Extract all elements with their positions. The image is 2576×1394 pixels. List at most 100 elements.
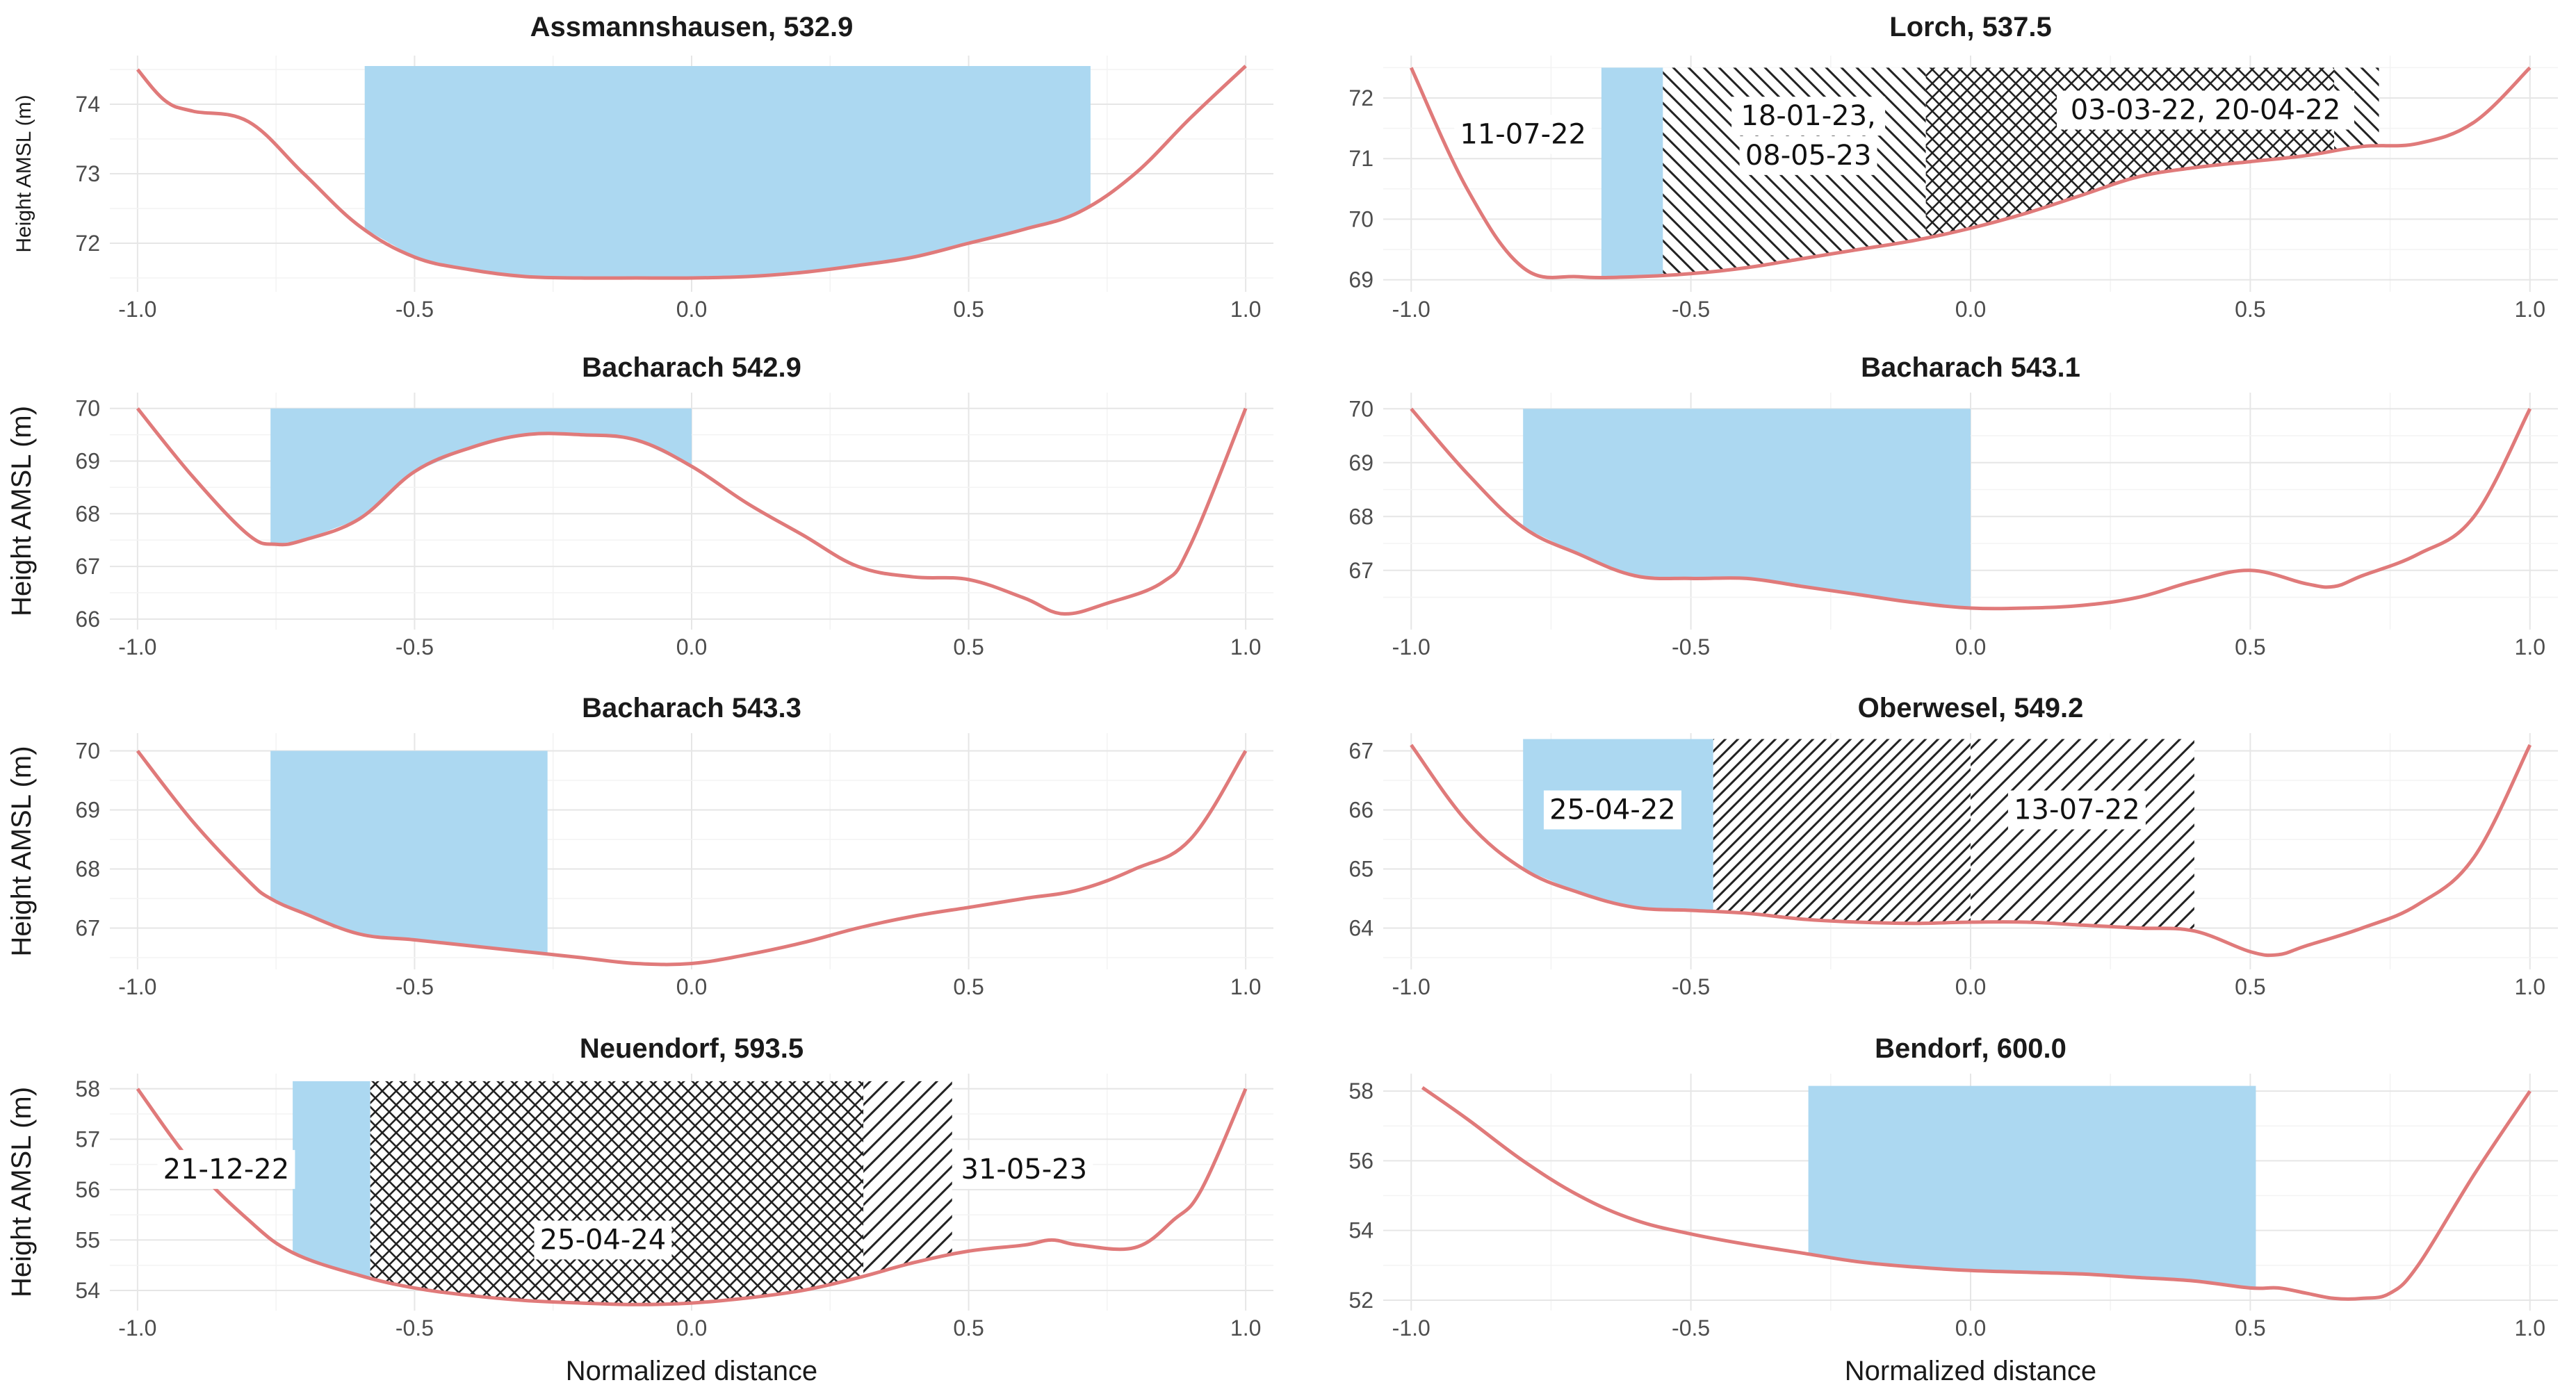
y-tick-label: 70	[75, 739, 100, 764]
annotation-background	[2007, 790, 2146, 830]
x-tick-label: 0.5	[953, 974, 984, 999]
y-tick-label: 64	[1348, 916, 1373, 941]
x-tick-label: 0.0	[676, 1315, 707, 1340]
x-tick-label: 0.5	[2235, 634, 2265, 659]
x-tick-label: 1.0	[2515, 974, 2545, 999]
annotation-label: 21-12-22	[157, 1149, 295, 1189]
y-tick-label: 66	[1348, 798, 1373, 823]
river-profile-line	[1410, 407, 2532, 611]
annotation-background	[1739, 136, 1877, 175]
annotation-background	[1454, 115, 1592, 154]
x-tick-label: -0.5	[1672, 297, 1710, 322]
panel-bacharach-542-9: Bacharach 542.9 -1.0 -0.5 0.0 0.5 1.0 66 67 68 69…	[6, 352, 1273, 659]
y-tick-label: 70	[75, 396, 100, 421]
y-tick-label: 65	[1348, 857, 1373, 882]
x-tick-label: -1.0	[1392, 974, 1430, 999]
panel-title: Bacharach 543.3	[582, 693, 801, 723]
inundation-regions	[1808, 1085, 2256, 1288]
panel-oberwesel: 25-04-22 13-07-22 Oberwesel, 549.2 -1.0 -0.5…	[1348, 693, 2558, 999]
x-tick-label: -1.0	[118, 1315, 156, 1340]
annotation-background	[2057, 90, 2354, 130]
x-tick-label: -1.0	[118, 634, 156, 659]
y-tick-label: 71	[1348, 146, 1373, 171]
annotation-label: 13-07-22	[2007, 790, 2146, 830]
y-tick-label: 57	[75, 1126, 100, 1151]
annotation-background	[1731, 97, 1886, 136]
y-tick-label: 58	[1348, 1079, 1373, 1104]
panel-bacharach-543-3: Bacharach 543.3 -1.0 -0.5 0.0 0.5 1.0 67 68 69 70…	[6, 693, 1273, 999]
x-tick-label: 1.0	[2515, 1315, 2545, 1340]
x-tick-label: 0.0	[1955, 1315, 1986, 1340]
y-tick-label: 54	[1348, 1218, 1373, 1243]
annotation-text: 21-12-22	[163, 1154, 290, 1186]
annotation-label: 11-07-22	[1454, 115, 1592, 154]
panel-title: Bacharach 542.9	[582, 352, 801, 383]
panel-title: Bacharach 543.1	[1861, 352, 2080, 383]
x-tick-label: 0.5	[2235, 297, 2265, 322]
y-tick-label: 68	[75, 501, 100, 526]
region-fill-0	[1808, 1085, 2256, 1288]
y-tick-label: 67	[1348, 558, 1373, 583]
y-tick-label: 55	[75, 1227, 100, 1252]
y-tick-label: 70	[1348, 206, 1373, 231]
annotation-label: 31-05-23	[955, 1149, 1093, 1189]
annotation-text: 03-03-22, 20-04-22	[2071, 94, 2341, 126]
y-tick-label: 74	[75, 92, 100, 117]
river-profile-line	[1421, 1086, 2532, 1301]
region-cross-1	[370, 1081, 864, 1305]
y-tick-label: 58	[75, 1076, 100, 1101]
annotation-background	[534, 1220, 672, 1260]
annotation-text: 25-04-22	[1549, 794, 1676, 826]
region-fill-0	[270, 408, 692, 544]
x-tick-label: -1.0	[1392, 634, 1430, 659]
x-tick-label: 0.0	[676, 974, 707, 999]
x-tick-label: -0.5	[1672, 1315, 1710, 1340]
annotation-background	[955, 1149, 1093, 1189]
x-tick-label: -0.5	[396, 974, 434, 999]
river-profile-line	[136, 749, 1248, 967]
region-hatch-1	[1713, 739, 1971, 924]
annotation-label: 08-05-23	[1739, 136, 1877, 175]
x-tick-label: 0.0	[1955, 974, 1986, 999]
x-tick-label: -0.5	[1672, 974, 1710, 999]
x-axis-label: Normalized distance	[1845, 1356, 2096, 1386]
y-tick-label: 72	[75, 231, 100, 256]
region-fill-0	[1601, 67, 1663, 277]
annotation-label: 18-01-23,	[1731, 97, 1886, 136]
x-tick-label: -0.5	[396, 634, 434, 659]
y-axis-label: Height AMSL (m)	[6, 746, 37, 956]
annotation-label: 03-03-22, 20-04-22	[2057, 90, 2354, 130]
panel-title: Assmannshausen, 532.9	[530, 12, 854, 42]
y-tick-label: 52	[1348, 1288, 1373, 1313]
y-tick-label: 67	[75, 916, 100, 941]
river-profile-line	[136, 65, 1247, 280]
y-tick-label: 69	[1348, 450, 1373, 475]
x-tick-label: 0.5	[953, 634, 984, 659]
y-tick-label: 68	[1348, 504, 1373, 529]
x-tick-label: 0.5	[2235, 974, 2265, 999]
y-tick-label: 69	[1348, 268, 1373, 293]
inundation-regions	[270, 408, 692, 544]
x-tick-label: 0.0	[1955, 634, 1986, 659]
y-tick-label: 56	[1348, 1148, 1373, 1173]
river-profile-line	[1410, 744, 2532, 958]
y-tick-label: 69	[75, 798, 100, 823]
annotation-label: 25-04-22	[1543, 790, 1681, 830]
annotation-text: 25-04-24	[540, 1224, 667, 1256]
x-tick-label: 1.0	[1230, 974, 1261, 999]
y-tick-label: 56	[75, 1177, 100, 1202]
x-tick-label: -1.0	[1392, 297, 1430, 322]
panel-title: Oberwesel, 549.2	[1858, 693, 2084, 723]
annotation-text: 11-07-22	[1460, 118, 1586, 150]
region-fill-0	[1523, 409, 1971, 608]
x-tick-label: 1.0	[2515, 634, 2545, 659]
y-tick-label: 68	[75, 857, 100, 882]
x-tick-label: 0.0	[676, 634, 707, 659]
panel-bendorf: Bendorf, 600.0 -1.0 -0.5 0.0 0.5 1.0 52 54 56 58 N…	[1348, 1033, 2558, 1386]
annotation-background	[1543, 790, 1681, 830]
panel-title: Neuendorf, 593.5	[580, 1033, 804, 1064]
inundation-regions	[364, 66, 1091, 278]
region-fill-0	[364, 66, 1091, 278]
y-tick-label: 72	[1348, 85, 1373, 110]
